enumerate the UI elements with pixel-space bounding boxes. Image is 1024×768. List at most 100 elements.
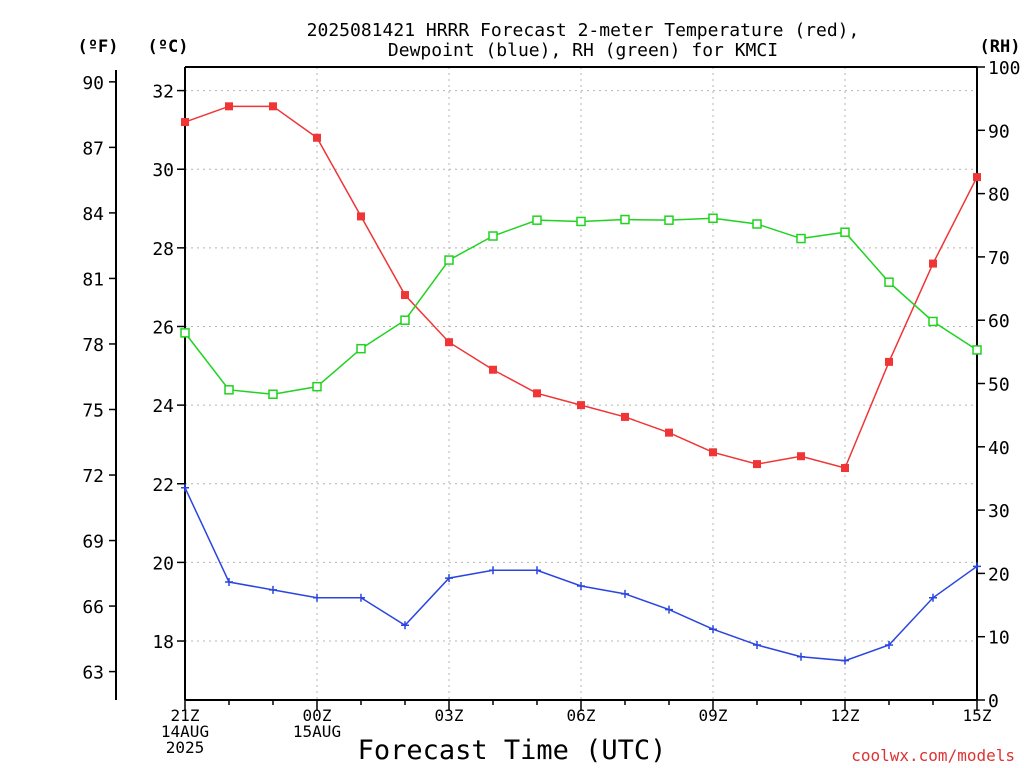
grid-lines [185,67,977,700]
fahrenheit-tick-label: 87 [82,138,104,159]
temperature-point [665,428,673,437]
dewpoint-point [445,574,453,583]
rh-point [180,328,190,338]
temperature-point [489,365,497,374]
rh-tick-label: 70 [988,248,1010,269]
rh-tick-label: 20 [988,564,1010,585]
fahrenheit-tick-label: 78 [82,335,104,356]
dewpoint-point [269,585,277,594]
dewpoint-point [357,593,365,602]
x-tick-label: 09Z [699,706,728,725]
rh-point [224,385,234,395]
temperature-line [184,105,978,469]
rh-point [268,389,278,400]
x-tick-label: 14AUG [161,722,209,741]
rh-point [928,316,938,327]
celsius-tick-label: 20 [152,553,174,574]
rh-tick-label: 60 [988,311,1010,332]
temperature-point [973,173,981,182]
dewpoint-point [401,621,409,630]
dewpoint-point [973,562,981,571]
dewpoint-point [181,483,189,492]
rh-point [312,381,322,392]
rh-point [620,214,630,225]
fahrenheit-tick-label: 72 [82,466,104,487]
temperature-point [181,118,189,127]
temperature-point [621,412,629,421]
rh-point [356,343,366,354]
rh-tick-label: 90 [988,121,1010,142]
x-tick-label: 21Z [171,706,200,725]
dewpoint-point [225,578,233,587]
x-tick-label: 00Z [303,706,332,725]
rh-tick-label: 50 [988,375,1010,396]
fahrenheit-tick-label: 69 [82,532,104,553]
rh-point [708,213,718,224]
fahrenheit-tick-label: 84 [82,204,104,225]
rh-tick-label: 80 [988,185,1010,206]
rh-point [576,216,586,227]
celsius-tick-label: 30 [152,160,174,181]
rh-point [972,345,982,355]
temperature-point [401,291,409,300]
rh-point [444,255,454,265]
temperature-point [269,102,277,111]
dewpoint-point [797,652,805,661]
rh-tick-label: 10 [988,628,1010,649]
fahrenheit-tick-label: 75 [82,400,104,421]
rh-point [752,219,762,229]
dewpoint-point [621,589,629,598]
dewpoint-point [313,593,321,602]
temperature-point [533,389,541,398]
rh-point [532,215,542,225]
fahrenheit-tick-label: 63 [82,663,104,684]
temperature-point [841,464,849,473]
fahrenheit-tick-label: 90 [82,73,104,94]
temperature-point [709,448,717,457]
axes [115,66,978,701]
fahrenheit-tick-label: 81 [82,269,104,290]
source-credit: coolwx.com/models [851,746,1015,765]
temperature-point [313,133,321,142]
dewpoint-point [885,640,893,649]
rh-tick-label: 100 [988,58,1021,79]
x-tick-label: 15AUG [293,722,341,741]
temperature-point [797,452,805,461]
celsius-tick-label: 28 [152,239,174,260]
temperature-point [357,212,365,221]
rh-point [884,277,894,287]
x-tick-label: 03Z [435,706,464,725]
dewpoint-point [709,625,717,634]
celsius-tick-label: 26 [152,317,174,338]
data-series [180,102,982,665]
temperature-point [885,357,893,366]
dewpoint-point [577,581,585,590]
chart-title-line1: 2025081421 HRRR Forecast 2-meter Tempera… [307,20,860,41]
celsius-tick-label: 18 [152,632,174,653]
dewpoint-point [929,593,937,602]
chart-title-line2: Dewpoint (blue), RH (green) for KMCI [388,40,778,61]
dewpoint-point [533,566,541,575]
dewpoint-point [841,656,849,665]
temperature-point [753,460,761,469]
rh-tick-label: 40 [988,438,1010,459]
x-axis-label: Forecast Time (UTC) [358,735,667,766]
rh-tick-label: 30 [988,501,1010,522]
temperature-point [929,259,937,268]
temperature-point [445,338,453,347]
x-tick-label: 15Z [963,706,992,725]
rh-unit-label: (RH) [980,37,1021,57]
fahrenheit-tick-label: 66 [82,597,104,618]
dewpoint-point [489,566,497,575]
temperature-point [577,401,585,410]
x-tick-label: 06Z [567,706,596,725]
celsius-unit-label: (ºC) [148,37,189,57]
fahrenheit-unit-label: (ºF) [78,37,119,57]
tick-labels: 63 66 69 72 75 78 81 84 87 90 18 20 22 24 26 28 30 32 0 10 2… [82,58,1020,757]
rh-point [400,315,410,325]
dewpoint-line [184,487,978,662]
rh-point [840,227,850,237]
x-tick-label: 12Z [831,706,860,725]
temperature-point [225,102,233,111]
dewpoint-point [665,605,673,614]
